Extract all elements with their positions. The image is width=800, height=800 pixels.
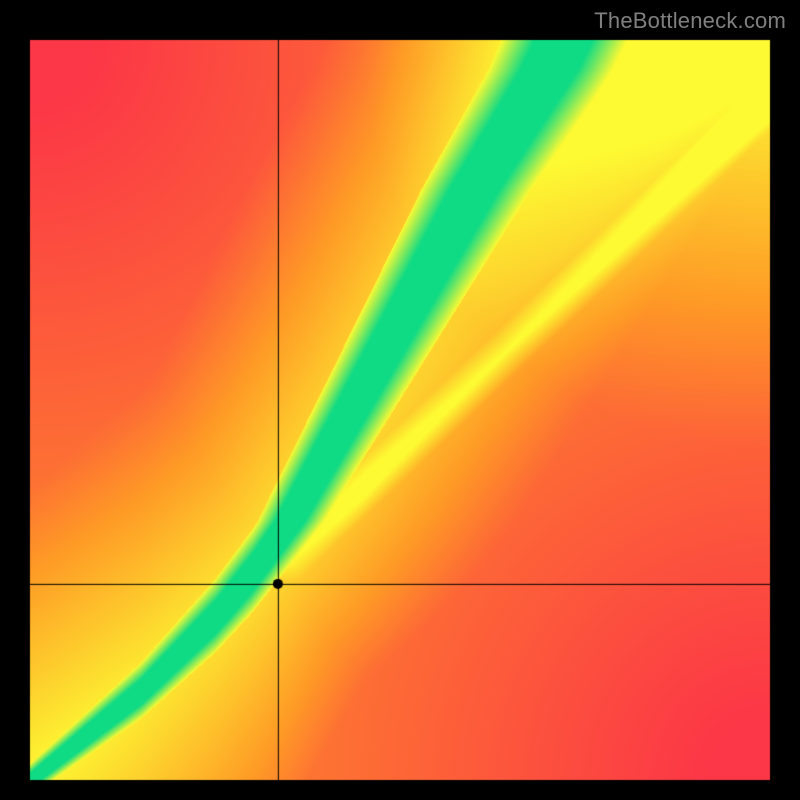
chart-frame: TheBottleneck.com <box>0 0 800 800</box>
watermark-text: TheBottleneck.com <box>594 8 786 34</box>
bottleneck-heatmap-canvas <box>0 0 800 800</box>
